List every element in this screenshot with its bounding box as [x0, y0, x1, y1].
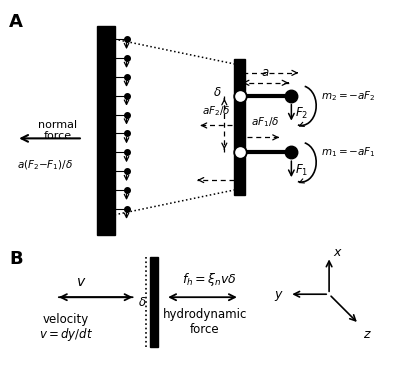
Text: $y$: $y$	[274, 289, 284, 303]
Text: hydrodynamic
force: hydrodynamic force	[163, 308, 247, 336]
Text: $\delta$: $\delta$	[213, 86, 221, 99]
Text: velocity: velocity	[43, 313, 89, 325]
Text: $a$: $a$	[261, 66, 270, 79]
Text: $aF_1/\delta$: $aF_1/\delta$	[251, 116, 279, 129]
Text: $m_1{=}{-}aF_1$: $m_1{=}{-}aF_1$	[321, 146, 376, 159]
Text: normal
force: normal force	[38, 119, 78, 141]
Text: $\delta$: $\delta$	[138, 296, 147, 309]
Text: $f_h{=}\xi_n v\delta$: $f_h{=}\xi_n v\delta$	[182, 271, 238, 288]
Text: $x$: $x$	[333, 246, 343, 259]
Text: B: B	[9, 249, 23, 268]
Text: A: A	[9, 13, 23, 31]
Bar	[150, 257, 158, 347]
Text: $a(F_2{-}F_1)/\delta$: $a(F_2{-}F_1)/\delta$	[17, 158, 73, 172]
Text: $v{=}dy/dt$: $v{=}dy/dt$	[39, 327, 93, 344]
Text: $F_1$: $F_1$	[295, 163, 308, 178]
Bar	[97, 26, 114, 235]
Text: $m_2{=}{-}aF_2$: $m_2{=}{-}aF_2$	[321, 89, 376, 102]
Text: $aF_2/\delta$: $aF_2/\delta$	[202, 104, 231, 118]
Text: $F_2$: $F_2$	[295, 106, 308, 121]
Text: $z$: $z$	[363, 328, 372, 341]
Text: $v$: $v$	[76, 275, 86, 289]
Bar	[234, 59, 245, 195]
